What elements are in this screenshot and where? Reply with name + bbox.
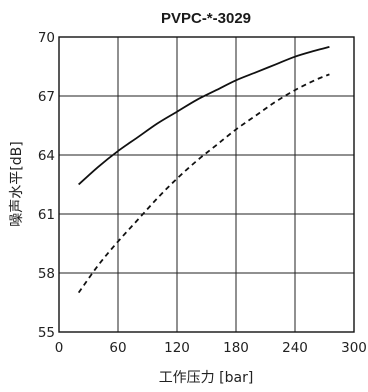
x-axis-label: 工作压力 [bar]	[159, 370, 254, 386]
y-tick-label: 64	[38, 148, 55, 164]
x-tick-label: 300	[341, 340, 367, 356]
x-tick-label: 120	[164, 340, 190, 356]
y-tick-label: 58	[38, 266, 55, 282]
grid	[59, 37, 354, 332]
x-tick-label: 240	[282, 340, 308, 356]
x-tick-label: 180	[223, 340, 249, 356]
x-tick-label: 0	[55, 340, 64, 356]
x-tick-labels: 0 60 120 180 240 300	[55, 340, 367, 356]
series-group	[79, 47, 330, 293]
plot-frame	[59, 37, 354, 332]
y-tick-labels: 55 58 61 64 67 70	[38, 30, 55, 341]
series-line-dashed	[79, 74, 330, 292]
y-axis-label: 噪声水平[dB]	[9, 141, 25, 226]
y-tick-label: 61	[38, 207, 55, 223]
chart-title: PVPC-*-3029	[161, 10, 251, 27]
y-tick-label: 70	[38, 30, 55, 46]
y-tick-label: 67	[38, 89, 55, 105]
x-tick-label: 60	[109, 340, 126, 356]
y-tick-label: 55	[38, 325, 55, 341]
series-line-solid	[79, 47, 330, 185]
